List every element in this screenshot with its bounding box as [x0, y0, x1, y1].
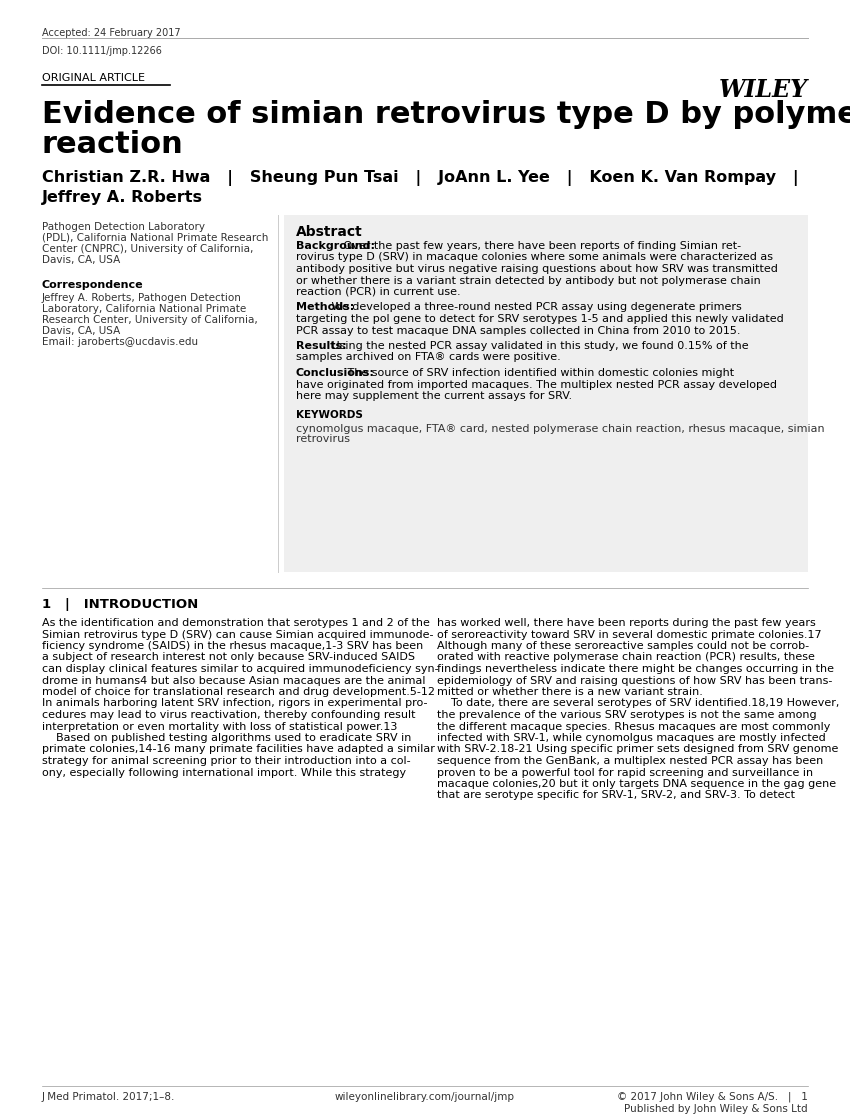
Text: with SRV-2.18-21 Using specific primer sets designed from SRV genome: with SRV-2.18-21 Using specific primer s…: [437, 745, 838, 755]
Text: or whether there is a variant strain detected by antibody but not polymerase cha: or whether there is a variant strain det…: [296, 275, 761, 285]
Text: mitted or whether there is a new variant strain.: mitted or whether there is a new variant…: [437, 686, 703, 697]
Text: antibody positive but virus negative raising questions about how SRV was transmi: antibody positive but virus negative rai…: [296, 264, 778, 274]
Text: Simian retrovirus type D (SRV) can cause Simian acquired immunode-: Simian retrovirus type D (SRV) can cause…: [42, 629, 434, 639]
Text: drome in humans4 but also because Asian macaques are the animal: drome in humans4 but also because Asian …: [42, 675, 426, 685]
Text: Davis, CA, USA: Davis, CA, USA: [42, 326, 120, 337]
Text: WILEY: WILEY: [719, 78, 808, 102]
Text: Correspondence: Correspondence: [42, 280, 144, 290]
Text: ony, especially following international import. While this strategy: ony, especially following international …: [42, 767, 406, 777]
Text: ficiency syndrome (SAIDS) in the rhesus macaque,1-3 SRV has been: ficiency syndrome (SAIDS) in the rhesus …: [42, 641, 423, 651]
Text: Although many of these seroreactive samples could not be corrob-: Although many of these seroreactive samp…: [437, 641, 809, 651]
Text: cynomolgus macaque, FTA® card, nested polymerase chain reaction, rhesus macaque,: cynomolgus macaque, FTA® card, nested po…: [296, 424, 824, 434]
Text: macaque colonies,20 but it only targets DNA sequence in the gag gene: macaque colonies,20 but it only targets …: [437, 779, 836, 789]
Text: J Med Primatol. 2017;1–8.: J Med Primatol. 2017;1–8.: [42, 1092, 175, 1102]
Text: rovirus type D (SRV) in macaque colonies where some animals were characterized a: rovirus type D (SRV) in macaque colonies…: [296, 253, 773, 263]
Text: epidemiology of SRV and raising questions of how SRV has been trans-: epidemiology of SRV and raising question…: [437, 675, 832, 685]
Text: KEYWORDS: KEYWORDS: [296, 410, 363, 420]
Text: Methods:: Methods:: [296, 303, 354, 313]
Text: primate colonies,14-16 many primate facilities have adapted a similar: primate colonies,14-16 many primate faci…: [42, 745, 435, 755]
Text: Using the nested PCR assay validated in this study, we found 0.15% of the: Using the nested PCR assay validated in …: [328, 341, 748, 351]
Text: ORIGINAL ARTICLE: ORIGINAL ARTICLE: [42, 73, 145, 83]
Text: © 2017 John Wiley & Sons A/S.   |   1: © 2017 John Wiley & Sons A/S. | 1: [617, 1092, 808, 1102]
Text: Based on published testing algorithms used to eradicate SRV in: Based on published testing algorithms us…: [42, 733, 411, 743]
Text: model of choice for translational research and drug development.5-12: model of choice for translational resear…: [42, 686, 435, 697]
Text: targeting the pol gene to detect for SRV serotypes 1-5 and applied this newly va: targeting the pol gene to detect for SRV…: [296, 314, 784, 324]
Text: Evidence of simian retrovirus type D by polymerase chain: Evidence of simian retrovirus type D by …: [42, 100, 850, 129]
Text: Center (CNPRC), University of California,: Center (CNPRC), University of California…: [42, 244, 253, 254]
Text: of seroreactivity toward SRV in several domestic primate colonies.17: of seroreactivity toward SRV in several …: [437, 629, 822, 639]
Text: Conclusions:: Conclusions:: [296, 368, 375, 378]
Text: Email: jaroberts@ucdavis.edu: Email: jaroberts@ucdavis.edu: [42, 337, 198, 347]
Text: Background:: Background:: [296, 241, 375, 252]
Text: can display clinical features similar to acquired immunodeficiency syn-: can display clinical features similar to…: [42, 664, 439, 674]
Text: Christian Z.R. Hwa   |   Sheung Pun Tsai   |   JoAnn L. Yee   |   Koen K. Van Ro: Christian Z.R. Hwa | Sheung Pun Tsai | J…: [42, 170, 799, 186]
Text: 1   |   INTRODUCTION: 1 | INTRODUCTION: [42, 598, 198, 612]
Text: reaction: reaction: [42, 130, 184, 159]
Text: the different macaque species. Rhesus macaques are most commonly: the different macaque species. Rhesus ma…: [437, 721, 830, 731]
Text: interpretation or even mortality with loss of statistical power.13: interpretation or even mortality with lo…: [42, 721, 397, 731]
Bar: [284, 215, 808, 572]
Text: (PDL), California National Primate Research: (PDL), California National Primate Resea…: [42, 233, 269, 243]
Text: a subject of research interest not only because SRV-induced SAIDS: a subject of research interest not only …: [42, 653, 415, 663]
Text: sequence from the GenBank, a multiplex nested PCR assay has been: sequence from the GenBank, a multiplex n…: [437, 756, 824, 766]
Text: retrovirus: retrovirus: [296, 435, 350, 445]
Text: reaction (PCR) in current use.: reaction (PCR) in current use.: [296, 287, 461, 297]
Text: Results:: Results:: [296, 341, 347, 351]
Text: orated with reactive polymerase chain reaction (PCR) results, these: orated with reactive polymerase chain re…: [437, 653, 815, 663]
Text: samples archived on FTA® cards were positive.: samples archived on FTA® cards were posi…: [296, 352, 561, 362]
Text: In animals harboring latent SRV infection, rigors in experimental pro-: In animals harboring latent SRV infectio…: [42, 699, 428, 709]
Text: To date, there are several serotypes of SRV identified.18,19 However,: To date, there are several serotypes of …: [437, 699, 839, 709]
Text: Over the past few years, there have been reports of finding Simian ret-: Over the past few years, there have been…: [339, 241, 740, 252]
Text: Accepted: 24 February 2017: Accepted: 24 February 2017: [42, 28, 180, 38]
Text: proven to be a powerful tool for rapid screening and surveillance in: proven to be a powerful tool for rapid s…: [437, 767, 813, 777]
Text: We developed a three-round nested PCR assay using degenerate primers: We developed a three-round nested PCR as…: [328, 303, 741, 313]
Text: have originated from imported macaques. The multiplex nested PCR assay developed: have originated from imported macaques. …: [296, 379, 777, 389]
Text: DOI: 10.1111/jmp.12266: DOI: 10.1111/jmp.12266: [42, 46, 162, 56]
Text: Jeffrey A. Roberts: Jeffrey A. Roberts: [42, 190, 203, 205]
Text: As the identification and demonstration that serotypes 1 and 2 of the: As the identification and demonstration …: [42, 618, 430, 628]
Text: Published by John Wiley & Sons Ltd: Published by John Wiley & Sons Ltd: [625, 1103, 808, 1114]
Text: The source of SRV infection identified within domestic colonies might: The source of SRV infection identified w…: [343, 368, 734, 378]
Text: the prevalence of the various SRV serotypes is not the same among: the prevalence of the various SRV seroty…: [437, 710, 817, 720]
Text: Research Center, University of California,: Research Center, University of Californi…: [42, 315, 258, 325]
Text: Laboratory, California National Primate: Laboratory, California National Primate: [42, 304, 246, 314]
Text: strategy for animal screening prior to their introduction into a col-: strategy for animal screening prior to t…: [42, 756, 411, 766]
Text: that are serotype specific for SRV-1, SRV-2, and SRV-3. To detect: that are serotype specific for SRV-1, SR…: [437, 790, 795, 800]
Text: cedures may lead to virus reactivation, thereby confounding result: cedures may lead to virus reactivation, …: [42, 710, 416, 720]
Text: Pathogen Detection Laboratory: Pathogen Detection Laboratory: [42, 222, 205, 233]
Text: PCR assay to test macaque DNA samples collected in China from 2010 to 2015.: PCR assay to test macaque DNA samples co…: [296, 325, 740, 335]
Text: Abstract: Abstract: [296, 225, 363, 239]
Text: Jeffrey A. Roberts, Pathogen Detection: Jeffrey A. Roberts, Pathogen Detection: [42, 293, 242, 303]
Text: here may supplement the current assays for SRV.: here may supplement the current assays f…: [296, 391, 572, 401]
Text: Davis, CA, USA: Davis, CA, USA: [42, 255, 120, 265]
Text: has worked well, there have been reports during the past few years: has worked well, there have been reports…: [437, 618, 816, 628]
Text: infected with SRV-1, while cynomolgus macaques are mostly infected: infected with SRV-1, while cynomolgus ma…: [437, 733, 825, 743]
Text: findings nevertheless indicate there might be changes occurring in the: findings nevertheless indicate there mig…: [437, 664, 834, 674]
Text: wileyonlinelibrary.com/journal/jmp: wileyonlinelibrary.com/journal/jmp: [335, 1092, 515, 1102]
